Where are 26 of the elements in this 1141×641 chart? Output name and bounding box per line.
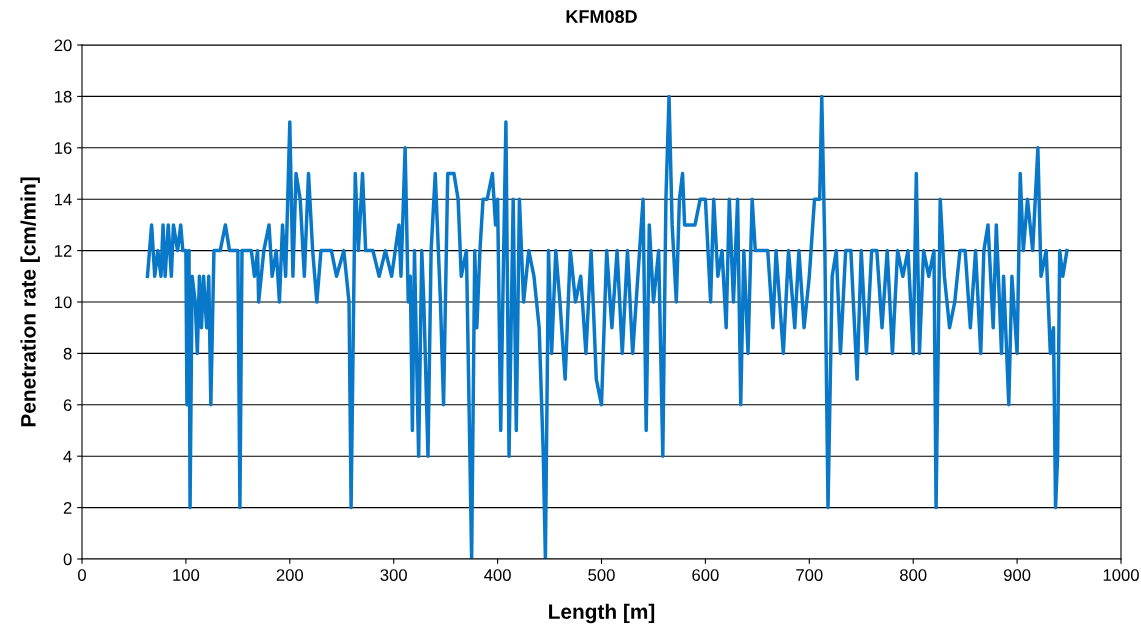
x-tick-label: 600 [692, 569, 719, 581]
x-tick-label: 900 [1003, 569, 1031, 581]
y-tick-label: 4 [63, 450, 72, 463]
x-tick-label: 400 [484, 569, 511, 581]
x-tick-label: 1000 [1103, 569, 1139, 581]
y-axis-title: Penetration rate [cm/min] [20, 177, 40, 427]
y-tick-label: 0 [63, 553, 72, 566]
x-axis-title: Length [m] [549, 603, 655, 624]
y-tick-label: 14 [55, 193, 72, 206]
x-tick-label: 300 [380, 569, 407, 581]
line-series [145, 94, 1069, 559]
x-tick-label: 500 [588, 569, 615, 581]
y-tick-label: 18 [55, 90, 72, 103]
y-tick-label: 10 [55, 296, 72, 309]
x-tick-label: 200 [276, 569, 304, 581]
chart-title: KFM08D [566, 10, 637, 23]
y-tick-label: 12 [55, 245, 72, 257]
x-tick-label: 100 [173, 569, 200, 581]
y-tick-label: 2 [63, 502, 72, 514]
y-tick-label: 8 [63, 347, 72, 360]
y-tick-label: 20 [54, 39, 72, 52]
x-tick-label: 700 [796, 569, 823, 581]
x-tick-label: 800 [900, 569, 927, 581]
y-tick-label: 16 [55, 142, 72, 154]
x-tick-label: 0 [78, 569, 86, 581]
y-tick-label: 6 [63, 399, 72, 411]
